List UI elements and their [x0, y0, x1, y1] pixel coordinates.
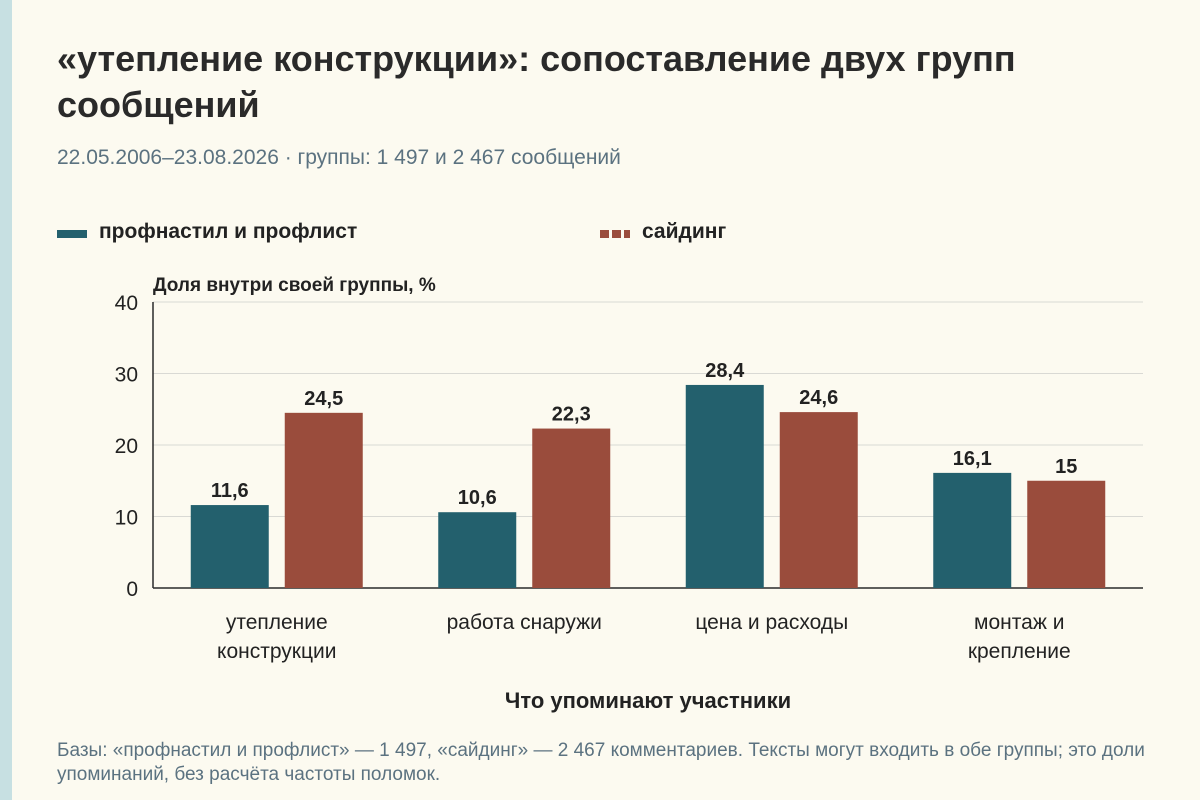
chart-title: «утепление конструкции»: сопоставление д… — [57, 38, 1016, 125]
legend-swatch-series2 — [600, 230, 630, 238]
x-axis-label: Что упоминают участники — [505, 688, 791, 713]
y-tick-label: 10 — [115, 507, 138, 530]
bar-series1 — [190, 505, 269, 588]
data-label: 11,6 — [211, 480, 249, 502]
data-label: 16,1 — [953, 448, 992, 470]
data-label: 24,5 — [304, 388, 343, 410]
legend-item-series2: сайдинг — [600, 220, 726, 244]
bar-series2 — [532, 428, 611, 588]
x-tick-label: утепление — [226, 611, 328, 634]
y-tick-label: 0 — [126, 578, 138, 601]
data-label: 28,4 — [705, 360, 745, 382]
side-stripe — [0, 0, 12, 800]
y-axis-label: Доля внутри своей группы, % — [153, 275, 436, 296]
x-tick-label: монтаж и — [974, 611, 1064, 634]
x-tick-label: крепление — [968, 640, 1071, 663]
x-tick-label: конструкции — [217, 640, 336, 663]
y-tick-label: 30 — [115, 364, 138, 387]
data-label: 22,3 — [552, 404, 591, 426]
x-tick-label: работа снаружи — [447, 611, 602, 634]
bar-series2 — [779, 412, 858, 588]
chart-subtitle: 22.05.2006–23.08.2026 · группы: 1 497 и … — [57, 146, 621, 169]
bar-series1 — [438, 512, 517, 588]
data-label: 10,6 — [458, 487, 497, 509]
footnote: Базы: «профнастил и профлист» — 1 497, «… — [57, 740, 1145, 785]
legend-label-series2: сайдинг — [642, 220, 727, 243]
legend-label-series1: профнастил и профлист — [99, 220, 358, 243]
data-label: 24,6 — [799, 387, 838, 409]
bar-series1 — [685, 384, 764, 588]
bar-series1 — [933, 472, 1012, 588]
data-label: 15 — [1055, 456, 1077, 478]
x-tick-label: цена и расходы — [695, 611, 848, 634]
legend-swatch-series1 — [57, 230, 87, 238]
y-tick-label: 40 — [115, 292, 138, 315]
y-tick-label: 20 — [115, 435, 138, 458]
bar-series2 — [284, 412, 363, 588]
bar-series2 — [1027, 480, 1106, 588]
legend-item-series1: профнастил и профлист — [57, 220, 357, 244]
